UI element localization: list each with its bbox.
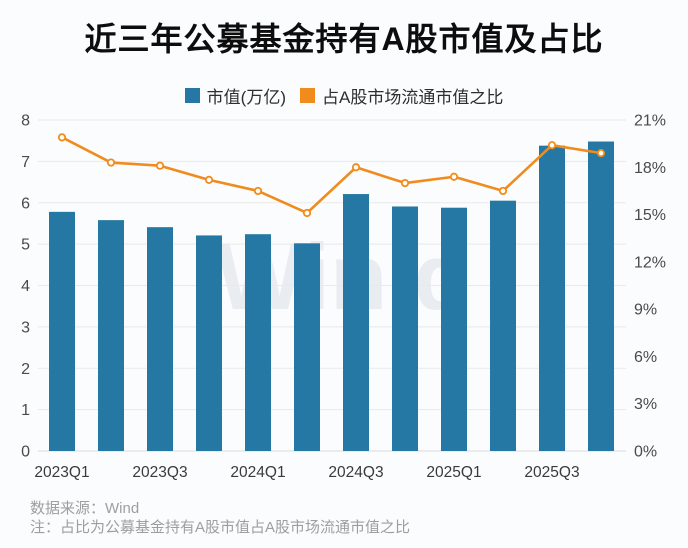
legend-item-ratio: 占A股市场流通市值之比 [299, 83, 504, 108]
chart-footer: 数据来源：Wind 注：占比为公募基金持有A股市值占A股市场流通市值之比 [30, 499, 410, 537]
bar-2023Q4 [196, 235, 222, 451]
ratio-point-2024Q1 [253, 186, 263, 196]
bar-2024Q2 [294, 243, 320, 451]
bar-2023Q1 [49, 211, 75, 451]
legend-label-market-value: 市值(万亿) [206, 88, 286, 107]
left-tick-label: 6 [21, 195, 30, 212]
bar-2025Q3 [539, 145, 565, 451]
bar-2025Q1 [441, 207, 467, 451]
x-tick-label: 2025Q1 [426, 464, 481, 481]
right-axis-labels: 0% 3% 6% 9% 12% 15% 18% 21% [634, 113, 666, 461]
ratio-point-2023Q4 [204, 175, 214, 184]
left-tick-label: 3 [21, 319, 30, 336]
bar-2024Q3 [343, 194, 369, 451]
x-tick-label: 2025Q3 [524, 464, 579, 481]
ratio-point-2025Q1 [449, 172, 459, 181]
right-tick-label: 6% [634, 349, 657, 366]
right-tick-label: 18% [634, 160, 666, 177]
ratio-point-2023Q2 [106, 158, 116, 167]
line-series [57, 133, 606, 218]
left-tick-label: 4 [21, 278, 30, 295]
chart-title: 近三年公募基金持有A股市值及占比 [84, 21, 604, 57]
footnote: 注：占比为公募基金持有A股市值占A股市场流通市值之比 [30, 519, 411, 536]
right-tick-label: 3% [634, 396, 657, 413]
bar-2025Q4 [588, 141, 614, 451]
bar-2024Q1 [245, 234, 271, 451]
ratio-point-2024Q4 [400, 178, 410, 188]
right-tick-label: 15% [634, 207, 666, 224]
bar-series [49, 141, 614, 451]
ratio-point-2025Q2 [498, 186, 508, 196]
ratio-line [60, 136, 603, 215]
legend-item-market-value: 市值(万亿) [184, 83, 286, 108]
legend-label-ratio: 占A股市场流通市值之比 [321, 88, 504, 107]
bar-2025Q2 [490, 200, 516, 451]
right-tick-label: 21% [634, 113, 666, 130]
bar-2023Q3 [147, 227, 173, 451]
ratio-point-2025Q4 [596, 148, 606, 158]
right-tick-label: 12% [634, 254, 666, 271]
line-series-swatch-icon [299, 88, 315, 103]
chart-legend: 市值(万亿) 占A股市场流通市值之比 [0, 83, 688, 108]
x-tick-label: 2024Q1 [230, 464, 285, 481]
x-tick-label: 2023Q3 [132, 464, 187, 481]
left-tick-label: 5 [21, 237, 30, 254]
left-tick-label: 2 [21, 361, 30, 378]
left-tick-label: 0 [21, 444, 30, 461]
x-tick-label: 2023Q1 [34, 464, 89, 481]
left-axis-labels: 0 1 2 3 4 5 6 7 8 [21, 113, 30, 461]
right-tick-label: 9% [634, 302, 657, 319]
left-tick-label: 8 [21, 113, 30, 130]
bar-2024Q4 [392, 206, 418, 451]
right-tick-label: 0% [634, 444, 657, 461]
ratio-point-2024Q3 [351, 163, 361, 172]
ratio-point-2023Q1 [57, 133, 67, 142]
data-source: 数据来源：Wind [30, 500, 140, 517]
x-axis-labels: 2023Q1 2023Q3 2024Q1 2024Q3 2025Q1 2025Q3 [34, 464, 579, 481]
bar-series-swatch-icon [184, 88, 200, 103]
x-tick-label: 2024Q3 [328, 464, 383, 481]
ratio-point-2024Q2 [302, 208, 312, 218]
ratio-point-2025Q3 [547, 141, 557, 150]
left-tick-label: 1 [21, 402, 30, 419]
ratio-point-2023Q3 [155, 161, 165, 170]
left-tick-label: 7 [21, 154, 30, 171]
gridlines [38, 119, 626, 452]
bar-2023Q2 [98, 220, 124, 451]
